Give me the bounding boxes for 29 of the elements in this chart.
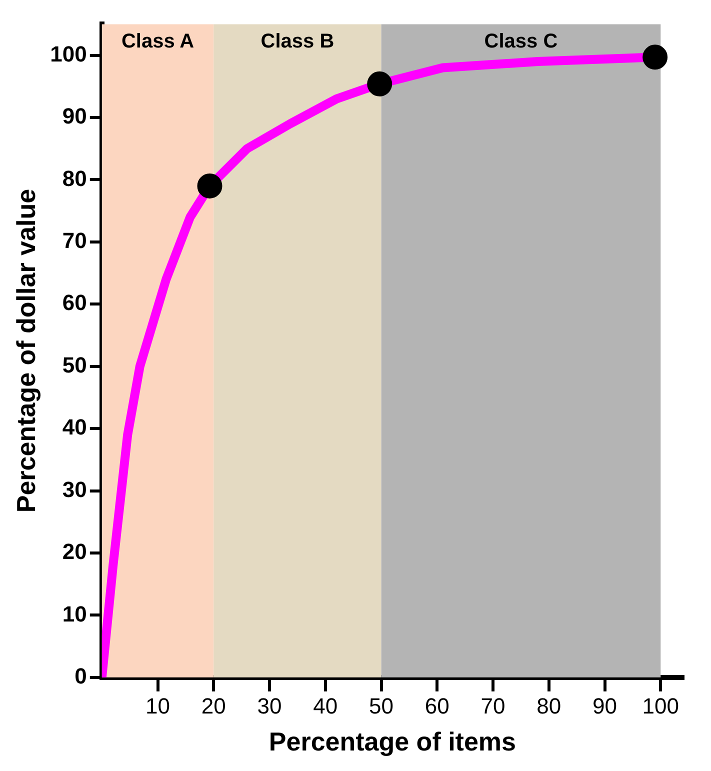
y-tick-label: 70 xyxy=(62,228,87,253)
x-tick-label: 50 xyxy=(369,694,394,719)
y-tick-label: 0 xyxy=(74,663,87,688)
band-label: Class A xyxy=(121,30,194,53)
y-tick-label: 90 xyxy=(62,104,87,129)
x-axis-title: Percentage of items xyxy=(268,726,516,757)
y-tick-label: 40 xyxy=(62,414,87,440)
y-tick-label: 30 xyxy=(62,476,87,502)
y-tick-label: 20 xyxy=(62,539,87,564)
y-tick-label: 50 xyxy=(62,352,87,378)
x-tick-label: 80 xyxy=(536,694,562,719)
point xyxy=(197,173,222,198)
y-axis-title: Percentage of dollar value xyxy=(10,188,41,513)
x-tick-label: 40 xyxy=(313,694,338,719)
x-tick-label: 70 xyxy=(480,694,506,719)
x-tick-label: 20 xyxy=(201,694,226,719)
x-tick-label: 90 xyxy=(592,694,618,719)
point xyxy=(367,71,392,96)
x-tick-label: 30 xyxy=(257,694,282,719)
point xyxy=(642,44,668,70)
y-tick-label: 10 xyxy=(62,601,87,626)
y-tick-label: 60 xyxy=(62,290,87,316)
y-tick-label: 80 xyxy=(62,166,87,191)
x-tick-label: 60 xyxy=(424,694,450,719)
band-label: Class B xyxy=(260,30,334,53)
band-label: Class C xyxy=(484,30,558,53)
y-tick-label: 100 xyxy=(50,41,87,66)
x-tick-label: 100 xyxy=(642,694,680,719)
x-tick-label: 10 xyxy=(146,694,170,719)
